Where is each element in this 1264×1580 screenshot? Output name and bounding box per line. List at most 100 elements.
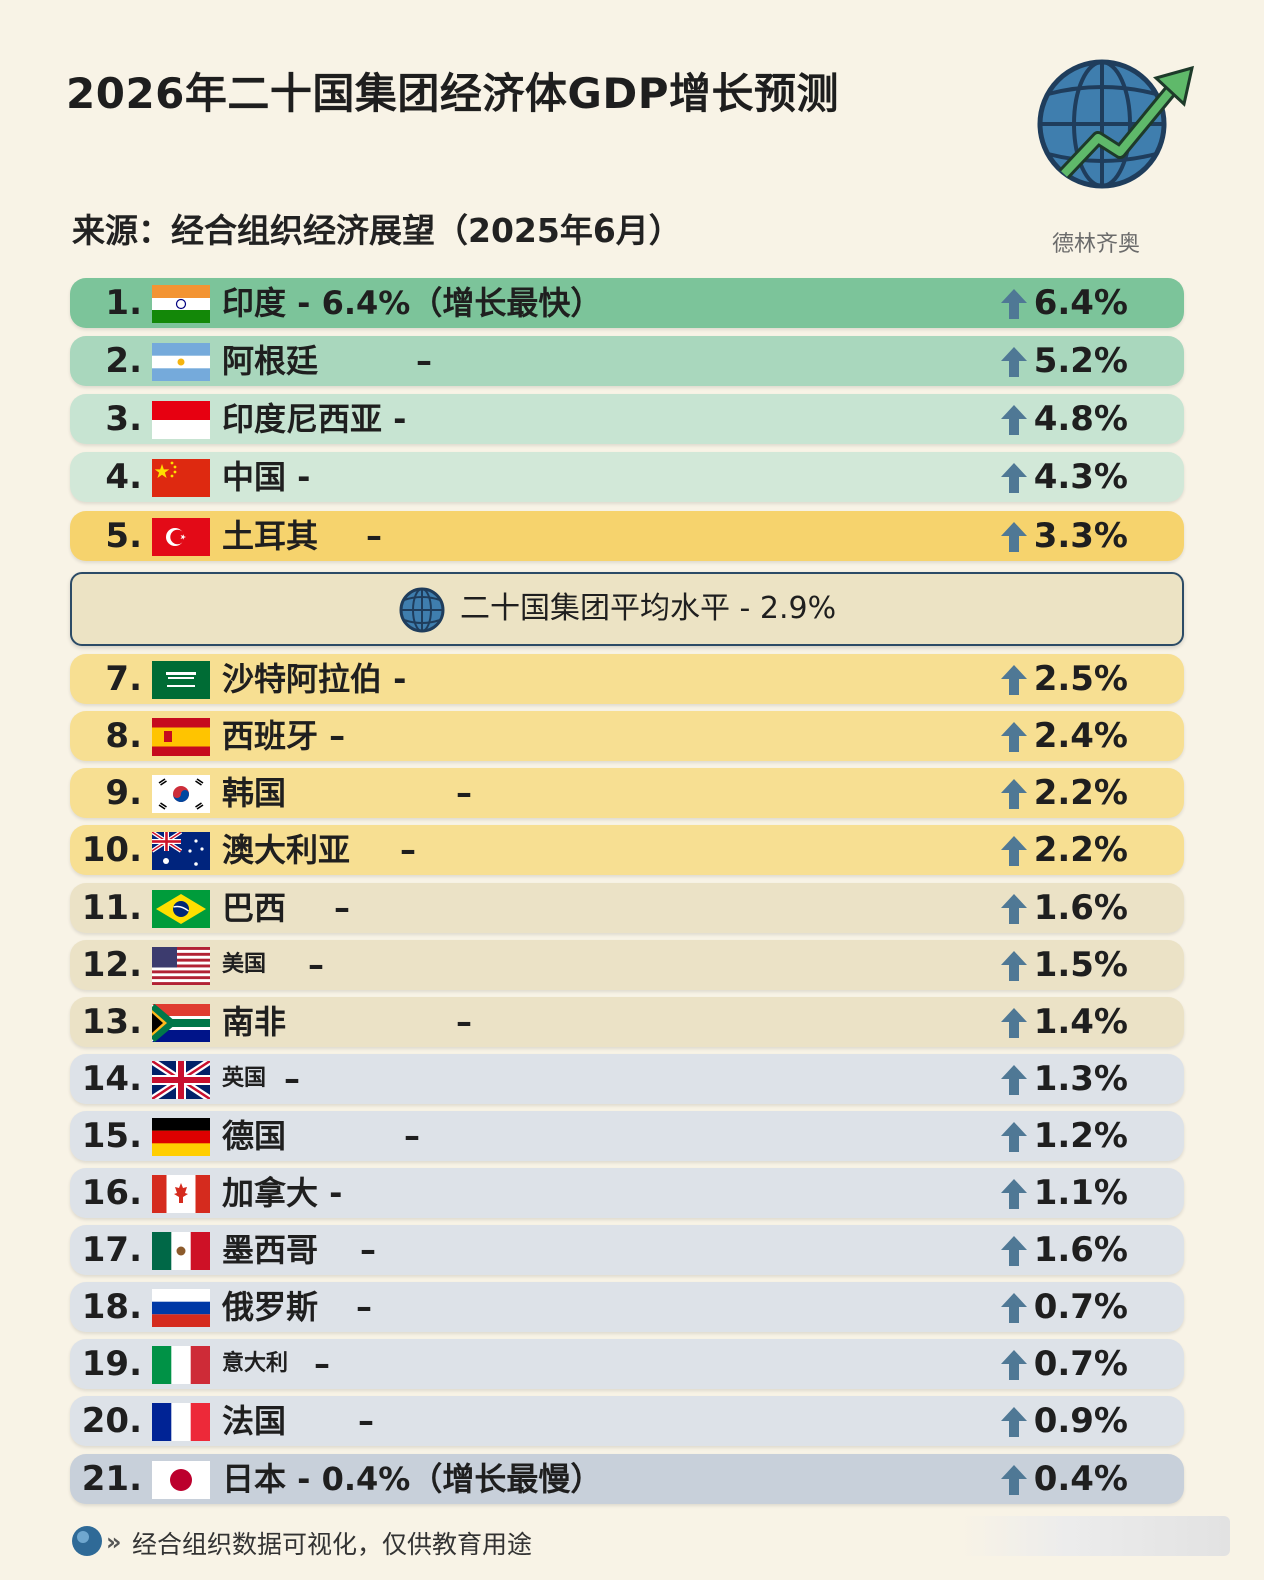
growth-value: 1.6% xyxy=(1033,888,1128,928)
ranking-row: 8. 西班牙 – 2.4% xyxy=(70,711,1184,761)
growth-value: 1.5% xyxy=(1033,945,1128,985)
ranking-row: 2. 阿根廷 – 5.2% xyxy=(70,336,1184,386)
dash-separator: – xyxy=(308,946,324,984)
ranking-row: 4. 中国 - 4.3% xyxy=(70,452,1184,502)
up-arrow-icon xyxy=(1001,1065,1027,1095)
growth-value: 1.2% xyxy=(1033,1116,1128,1156)
growth-value: 2.2% xyxy=(1033,830,1128,870)
growth-value: 0.7% xyxy=(1033,1344,1128,1384)
rank-number: 9. xyxy=(105,773,142,813)
dash-separator: – xyxy=(356,1288,372,1326)
ranking-row: 18. 俄罗斯 – 0.7% xyxy=(70,1282,1184,1332)
growth-value: 3.3% xyxy=(1033,516,1128,556)
dash-separator: – xyxy=(314,1345,330,1383)
up-arrow-icon xyxy=(1001,951,1027,981)
usa-flag xyxy=(152,947,210,985)
rank-number: 12. xyxy=(81,945,142,985)
footer-note: 经合组织数据可视化，仅供教育用途 xyxy=(132,1530,533,1559)
growth-value: 2.5% xyxy=(1033,659,1128,699)
growth-value: 2.4% xyxy=(1033,716,1128,756)
rank-number: 2. xyxy=(105,341,142,381)
page-title: 2026年二十国集团经济体GDP增长预测 xyxy=(66,69,840,118)
ranking-row: 15. 德国 – 1.2% xyxy=(70,1111,1184,1161)
dash-separator: – xyxy=(366,517,382,555)
country-name: 意大利 xyxy=(222,1351,289,1376)
chevrons-icon: » xyxy=(106,1528,122,1556)
globe-growth-logo-icon xyxy=(1037,59,1195,189)
uk-flag xyxy=(152,1061,210,1099)
dash-separator: – xyxy=(456,774,472,812)
dash-separator: – xyxy=(358,1402,374,1440)
ranking-row: 14. 英国 – 1.3% xyxy=(70,1054,1184,1104)
growth-value: 4.3% xyxy=(1033,457,1128,497)
country-name: 美国 xyxy=(222,952,267,977)
up-arrow-icon xyxy=(1001,289,1027,319)
country-name: 俄罗斯 xyxy=(222,1288,319,1326)
globe-icon xyxy=(399,587,445,633)
growth-value: 1.1% xyxy=(1033,1173,1128,1213)
ranking-row: 17. 墨西哥 – 1.6% xyxy=(70,1225,1184,1275)
china-flag xyxy=(152,459,210,497)
ranking-row: 7. 沙特阿拉伯 - 2.5% xyxy=(70,654,1184,704)
korea-flag xyxy=(152,775,210,813)
country-name: 墨西哥 xyxy=(222,1231,319,1269)
country-name: 土耳其 xyxy=(222,517,319,555)
rank-number: 17. xyxy=(81,1230,142,1270)
rank-number: 14. xyxy=(81,1059,142,1099)
country-name: 德国 xyxy=(222,1117,287,1155)
india-flag xyxy=(152,285,210,323)
watermark xyxy=(960,1516,1230,1556)
italy-flag xyxy=(152,1346,210,1384)
up-arrow-icon xyxy=(1001,1350,1027,1380)
up-arrow-icon xyxy=(1001,779,1027,809)
growth-value: 4.8% xyxy=(1033,399,1128,439)
logo-caption: 德林齐奥 xyxy=(1052,232,1141,257)
country-name: 加拿大 - xyxy=(222,1174,343,1212)
g20-average-label: 二十国集团平均水平 - 2.9% xyxy=(460,591,837,626)
country-name: 南非 xyxy=(222,1003,287,1041)
growth-value: 5.2% xyxy=(1033,341,1128,381)
rank-number: 4. xyxy=(105,457,142,497)
growth-value: 0.4% xyxy=(1033,1459,1128,1499)
up-arrow-icon xyxy=(1001,463,1027,493)
ranking-row: 19. 意大利 – 0.7% xyxy=(70,1339,1184,1389)
ranking-row: 16. 加拿大 - 1.1% xyxy=(70,1168,1184,1218)
indonesia-flag xyxy=(152,401,210,439)
up-arrow-icon xyxy=(1001,894,1027,924)
rank-number: 7. xyxy=(105,659,142,699)
up-arrow-icon xyxy=(1001,347,1027,377)
country-name: 印度尼西亚 - xyxy=(222,400,407,438)
ranking-row: 20. 法国 – 0.9% xyxy=(70,1396,1184,1446)
mexico-flag xyxy=(152,1232,210,1270)
rank-number: 3. xyxy=(105,399,142,439)
rank-number: 8. xyxy=(105,716,142,756)
up-arrow-icon xyxy=(1001,1122,1027,1152)
up-arrow-icon xyxy=(1001,1008,1027,1038)
up-arrow-icon xyxy=(1001,1236,1027,1266)
rank-number: 1. xyxy=(105,283,142,323)
ranking-row: 1. 印度 - 6.4%（增长最快） 6.4% xyxy=(70,278,1184,328)
up-arrow-icon xyxy=(1001,722,1027,752)
country-name: 韩国 xyxy=(222,774,287,812)
up-arrow-icon xyxy=(1001,405,1027,435)
dash-separator: – xyxy=(360,1231,376,1269)
spain-flag xyxy=(152,718,210,756)
saudi-flag xyxy=(152,661,210,699)
growth-value: 1.4% xyxy=(1033,1002,1128,1042)
up-arrow-icon xyxy=(1001,665,1027,695)
ranking-row: 12. 美国 – 1.5% xyxy=(70,940,1184,990)
ranking-row: 21. 日本 - 0.4%（增长最慢） 0.4% xyxy=(70,1454,1184,1504)
argentina-flag xyxy=(152,343,210,381)
up-arrow-icon xyxy=(1001,836,1027,866)
country-name: 法国 xyxy=(222,1402,287,1440)
up-arrow-icon xyxy=(1001,1293,1027,1323)
canada-flag xyxy=(152,1175,210,1213)
dash-separator: – xyxy=(334,889,350,927)
growth-value: 6.4% xyxy=(1033,283,1128,323)
growth-value: 1.3% xyxy=(1033,1059,1128,1099)
country-name: 印度 - 6.4%（增长最快） xyxy=(222,284,603,322)
up-arrow-icon xyxy=(1001,1407,1027,1437)
rank-number: 10. xyxy=(81,830,142,870)
france-flag xyxy=(152,1403,210,1441)
growth-value: 0.9% xyxy=(1033,1401,1128,1441)
